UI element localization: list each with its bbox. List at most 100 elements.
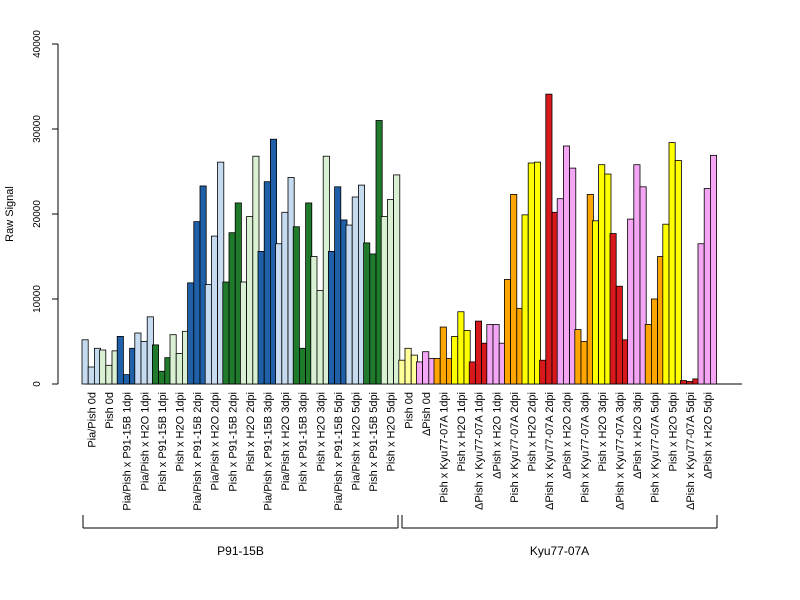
category-label: ΔPish x H2O 3dpi (632, 392, 644, 479)
bar (81, 339, 89, 385)
bar (327, 250, 335, 385)
bar (87, 366, 95, 385)
bar (158, 370, 166, 385)
category-label: Pish x Kyu77-07A 2dpi (509, 392, 521, 503)
bar (644, 324, 652, 385)
bar (609, 233, 617, 385)
bar (569, 167, 577, 385)
category-label: ΔPish x H2O 1dpi (491, 392, 503, 479)
bar (563, 145, 571, 385)
bar (193, 221, 201, 385)
bar (228, 232, 236, 385)
y-tick-label: 40000 (32, 30, 43, 58)
category-label: ΔPish x Kyu77-07A 5dpi (685, 392, 697, 510)
group-label: P91-15B (217, 544, 264, 558)
bar (99, 349, 107, 385)
category-label: Pish x H2O 2dpi (245, 392, 257, 471)
bar (615, 285, 623, 385)
bar (474, 320, 482, 385)
bar (369, 253, 377, 385)
bar (668, 142, 676, 385)
y-tick-label: 0 (32, 381, 43, 387)
category-labels: Pia/Pish 0d Pish 0d Pia/Pish x P91-15B 1dp… (87, 392, 715, 511)
bar (345, 224, 353, 385)
category-label: Pish x H2O 3dpi (597, 392, 609, 471)
bar (105, 364, 113, 385)
bar (246, 216, 254, 385)
y-tick-label: 30000 (32, 115, 43, 143)
bar (404, 347, 412, 385)
category-label: Pish x P91-15B 1dpi (157, 392, 169, 492)
bar (151, 344, 159, 385)
bar (580, 341, 588, 385)
bar (222, 281, 230, 385)
bar (451, 335, 459, 385)
bar (433, 358, 441, 385)
bar (275, 243, 283, 385)
bar (697, 243, 705, 385)
bar (187, 282, 195, 385)
y-tick-label: 20000 (32, 200, 43, 228)
bar (204, 284, 212, 385)
bar (217, 161, 225, 385)
bar (598, 164, 606, 385)
bar (703, 188, 711, 385)
bar (134, 332, 142, 385)
category-label: Pish x H2O 3dpi (315, 392, 327, 471)
category-label: ΔPish x H2O 5dpi (703, 392, 715, 479)
bar (627, 218, 635, 385)
category-label: Pish x Kyu77-07A 5dpi (650, 392, 662, 503)
y-axis: 0 10000 20000 30000 40000 (32, 30, 59, 387)
bar (486, 324, 494, 385)
category-label: Pia/Pish x P91-15B 5dpi (333, 392, 345, 511)
category-label: ΔPish 0d (421, 392, 433, 436)
bar (674, 160, 682, 385)
category-label: Pia/Pish x H2O 3dpi (280, 392, 292, 490)
bar (310, 256, 318, 385)
bar (239, 281, 247, 385)
bar (457, 311, 465, 385)
bar (351, 196, 359, 385)
y-tick-label: 10000 (32, 285, 43, 313)
bar (633, 164, 641, 385)
bar (175, 352, 183, 385)
bar (257, 250, 265, 385)
bar (651, 298, 659, 385)
category-label: Pish x H2O 2dpi (527, 392, 539, 471)
bar (639, 186, 647, 385)
bar (574, 329, 582, 385)
category-label: Pish x H2O 5dpi (667, 392, 679, 471)
bar (123, 374, 131, 385)
category-label: Pia/Pish x P91-15B 2dpi (192, 392, 204, 511)
bar (363, 242, 371, 385)
bar (210, 235, 218, 385)
bar (686, 381, 694, 385)
category-label: ΔPish x Kyu77-07A 3dpi (615, 392, 627, 510)
category-label: Pish x H2O 1dpi (175, 392, 187, 471)
bar (534, 161, 542, 385)
category-label: ΔPish x Kyu77-07A 1dpi (474, 392, 486, 510)
bar (527, 162, 535, 385)
bar (539, 359, 547, 385)
bar (292, 226, 300, 385)
category-label: Pia/Pish 0d (87, 392, 99, 448)
bar (422, 351, 430, 385)
category-label: Pia/Pish x P91-15B 1dpi (122, 392, 134, 511)
category-label: Pia/Pish x P91-15B 3dpi (263, 392, 275, 511)
category-label: Pia/Pish x H2O 5dpi (351, 392, 363, 490)
category-label: Pish x P91-15B 3dpi (298, 392, 310, 492)
category-label: Pish x Kyu77-07A 3dpi (579, 392, 591, 503)
bar (439, 326, 447, 385)
bar (468, 361, 476, 385)
bar (393, 174, 401, 385)
category-label: Pish x H2O 1dpi (456, 392, 468, 471)
bar (281, 211, 289, 385)
bar (334, 186, 342, 385)
y-axis-title: Raw Signal (4, 186, 16, 242)
bar (492, 324, 500, 385)
bar (316, 290, 324, 385)
bar (556, 198, 564, 385)
bar (503, 279, 511, 385)
bar (545, 93, 553, 385)
